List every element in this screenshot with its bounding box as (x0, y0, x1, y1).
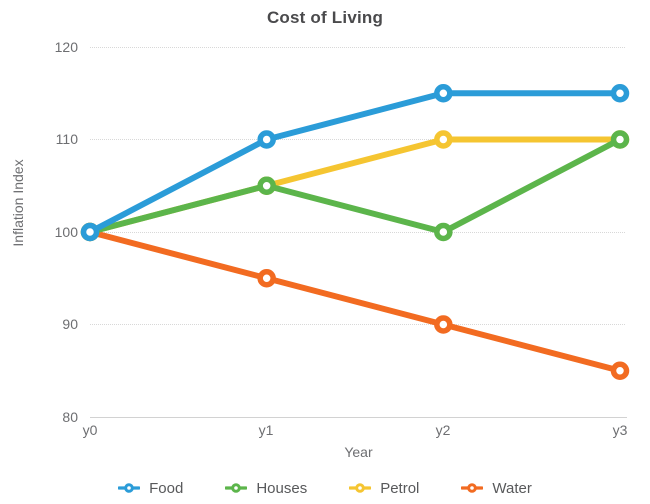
legend-label-water: Water (492, 479, 532, 497)
y-tick-90: 90 (62, 316, 78, 332)
series-houses (80, 130, 630, 242)
ring-marker-icon (349, 483, 372, 493)
legend-label-petrol: Petrol (380, 479, 420, 497)
data-point-petrol-y2[interactable] (434, 130, 453, 149)
x-tick-y3: y3 (612, 422, 628, 438)
data-point-water-y1[interactable] (257, 269, 276, 288)
series-line-food (87, 90, 623, 235)
gridline-120 (90, 47, 625, 48)
y-axis-ticks: 120 110 100 90 80 (0, 39, 78, 425)
data-point-food-y2[interactable] (434, 84, 453, 103)
x-tick-y0: y0 (82, 422, 98, 438)
series-line-petrol (87, 136, 623, 235)
data-point-water-y2[interactable] (434, 315, 453, 334)
chart-title: Cost of Living (266, 8, 384, 27)
legend-item-houses[interactable]: Houses (225, 480, 307, 497)
x-tick-y1: y1 (258, 422, 274, 438)
legend-label-houses: Houses (256, 479, 308, 497)
ring-marker-icon (225, 483, 248, 493)
gridline-90 (90, 324, 625, 325)
ring-marker-icon (118, 483, 141, 493)
series-food (80, 84, 630, 242)
gridline-100 (90, 232, 625, 233)
data-point-food-y0[interactable] (80, 222, 100, 242)
x-axis-line (90, 417, 627, 418)
gridline-110 (90, 139, 625, 140)
x-tick-y2: y2 (435, 422, 451, 438)
y-tick-100: 100 (54, 224, 78, 240)
ring-marker-icon (461, 483, 484, 493)
x-axis-label: Year (344, 444, 373, 460)
data-point-houses-y1[interactable] (257, 176, 276, 195)
data-point-food-y1[interactable] (257, 130, 276, 149)
chart-legend: Food Houses Petrol Water (0, 472, 650, 504)
x-axis-ticks: y0 y1 y2 y3 (0, 422, 650, 446)
legend-label-food: Food (149, 479, 184, 497)
legend-item-water[interactable]: Water (461, 479, 532, 497)
y-tick-110: 110 (55, 131, 78, 147)
legend-item-food[interactable]: Food (118, 480, 183, 497)
series-line-water (87, 229, 623, 374)
series-line-houses (87, 136, 623, 235)
legend-item-petrol[interactable]: Petrol (349, 480, 419, 497)
y-tick-80: 80 (62, 409, 78, 425)
series-water (80, 222, 630, 380)
plot-area (90, 47, 625, 417)
data-point-houses-y3[interactable] (610, 130, 630, 149)
y-tick-120: 120 (54, 39, 78, 55)
data-point-food-y3[interactable] (610, 84, 630, 103)
data-point-houses-y2[interactable] (434, 222, 453, 242)
data-point-water-y3[interactable] (610, 361, 630, 380)
series-petrol (80, 130, 630, 242)
